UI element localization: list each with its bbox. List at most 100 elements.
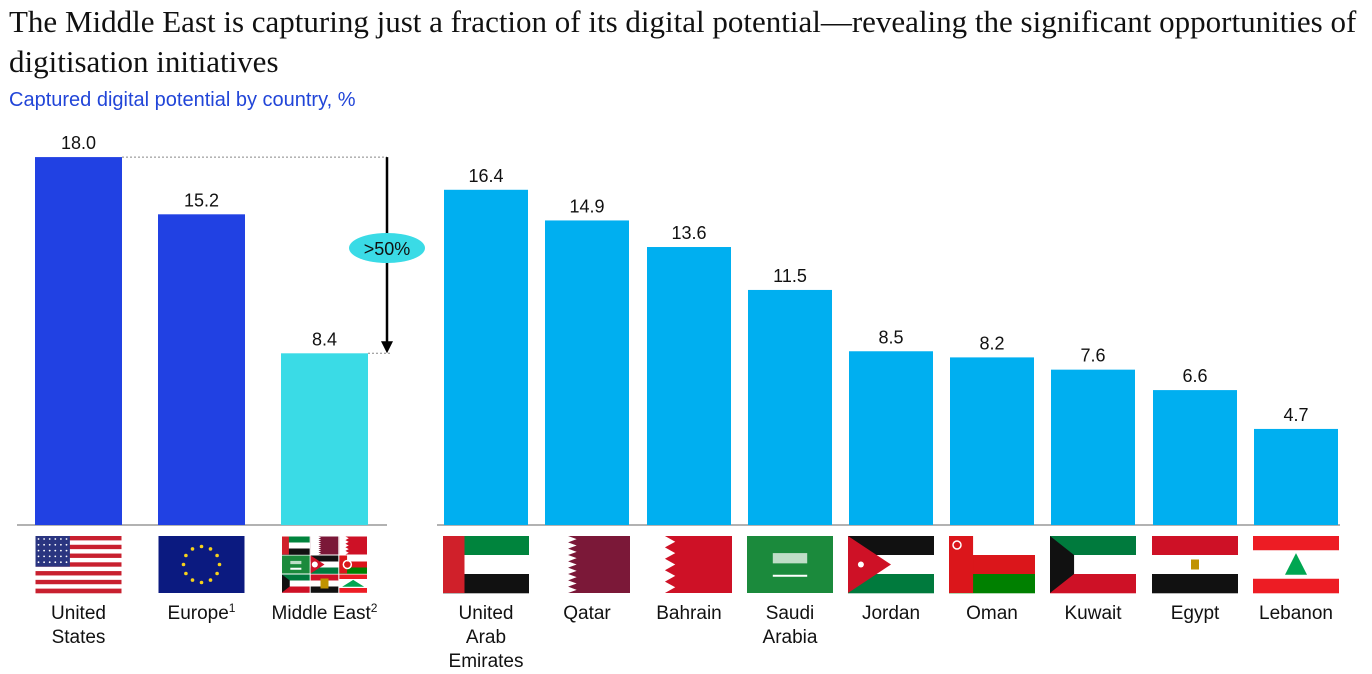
category-label-line: Oman — [966, 603, 1018, 624]
flag-star — [311, 561, 318, 568]
flag-stripe — [1152, 536, 1238, 556]
flag-trapezoid — [1050, 536, 1075, 593]
flag-eg-icon — [1152, 536, 1238, 594]
flag-canton — [35, 536, 70, 567]
data-label: 16.4 — [468, 166, 503, 186]
category-label-line: United — [459, 603, 514, 624]
bar-qa — [545, 220, 629, 525]
flag-trapezoid — [282, 574, 290, 593]
bar-eg — [1153, 390, 1237, 525]
flag-stripe — [848, 574, 934, 594]
category-label: Oman — [966, 603, 1018, 624]
bar-jo — [849, 351, 933, 525]
flag-stripe — [35, 588, 122, 594]
footnote-marker: 1 — [229, 601, 236, 615]
flag-star — [65, 549, 68, 552]
category-label: Jordan — [862, 603, 920, 624]
flag-kw-icon — [1050, 536, 1136, 594]
flag-star — [215, 571, 219, 576]
category-label-line: Saudi — [766, 603, 815, 624]
flag-qa-icon — [310, 536, 339, 555]
flag-field — [747, 536, 833, 593]
bar-bh — [647, 247, 731, 526]
flag-star — [181, 562, 186, 567]
flag-jo-icon — [310, 555, 339, 574]
flag-star — [184, 571, 188, 576]
data-label: 14.9 — [569, 196, 604, 216]
flag-triangle — [848, 536, 891, 593]
bar-lb — [1254, 428, 1338, 525]
flag-star — [43, 543, 45, 546]
category-label: Saudi Arabia — [763, 603, 818, 648]
flag-stripe — [339, 555, 367, 562]
flag-star — [60, 561, 62, 564]
flag-star — [65, 561, 68, 564]
flag-bh-icon — [646, 536, 732, 593]
flag-stripe — [282, 574, 310, 581]
category-label-line: Jordan — [862, 603, 920, 624]
data-label: 13.6 — [671, 223, 706, 243]
flag-stripe — [35, 575, 122, 581]
category-label-line: Middle East — [272, 603, 372, 624]
flag-script — [772, 553, 808, 564]
chart-title: The Middle East is capturing just a frac… — [9, 4, 1357, 79]
flag-stripe — [282, 580, 310, 587]
bar-eu — [158, 214, 245, 525]
flag-hoist — [282, 536, 289, 555]
flag-stripe — [1050, 536, 1136, 556]
flag-cedar — [342, 579, 365, 587]
category-label: Egypt — [1171, 603, 1220, 624]
flag-stripe — [310, 561, 339, 568]
category-label-line: Kuwait — [1064, 603, 1122, 624]
category-label-line: Bahrain — [656, 603, 722, 624]
flag-star — [60, 543, 62, 546]
data-label: 7.6 — [1080, 346, 1105, 366]
flag-emblem — [342, 559, 353, 570]
flag-us-icon — [35, 536, 122, 594]
data-label: 8.2 — [979, 333, 1004, 353]
flag-stripe — [310, 567, 339, 574]
flag-emblem — [952, 540, 962, 550]
flag-stripe — [35, 571, 122, 576]
flag-om-icon — [949, 536, 1035, 594]
flag-star — [65, 543, 68, 546]
data-label: 6.6 — [1182, 366, 1207, 386]
flag-sword — [772, 574, 808, 577]
flag-star — [199, 580, 204, 585]
flag-star — [37, 543, 40, 546]
category-label: Europe1 — [168, 601, 236, 624]
flag-star — [54, 543, 57, 546]
flag-star — [54, 555, 57, 558]
flag-stripe — [35, 544, 122, 550]
flag-stripe — [310, 586, 339, 593]
flag-stripe — [35, 549, 122, 554]
category-label: United States — [51, 603, 106, 648]
bar-sa — [748, 289, 832, 525]
flag-stripe — [282, 542, 310, 549]
flag-ae-icon — [443, 536, 529, 594]
flag-bh-icon — [339, 536, 367, 555]
data-label: 4.7 — [1283, 405, 1308, 425]
flag-star — [60, 555, 62, 558]
flag-qa-icon — [544, 536, 630, 593]
flag-star — [48, 555, 51, 558]
flag-stripe — [282, 586, 310, 593]
category-label-line: States — [52, 627, 106, 648]
flag-stripe — [310, 555, 339, 562]
flag-lb-icon — [1253, 536, 1339, 594]
flag-lb-icon — [339, 574, 367, 593]
flag-stripe — [339, 561, 367, 568]
bar-om — [950, 357, 1034, 525]
flag-serration — [646, 536, 676, 593]
category-label-line: Emirates — [449, 651, 524, 672]
flag-star — [37, 549, 40, 552]
flag-stripe — [1253, 578, 1339, 594]
category-label: United Arab Emirates — [449, 603, 524, 672]
flag-star — [60, 549, 62, 552]
category-label-line: Lebanon — [1259, 603, 1333, 624]
flag-om-icon — [339, 555, 367, 574]
flag-star — [199, 544, 204, 549]
category-label: Bahrain — [656, 603, 722, 624]
flag-star — [208, 547, 213, 551]
flag-star — [43, 561, 45, 564]
